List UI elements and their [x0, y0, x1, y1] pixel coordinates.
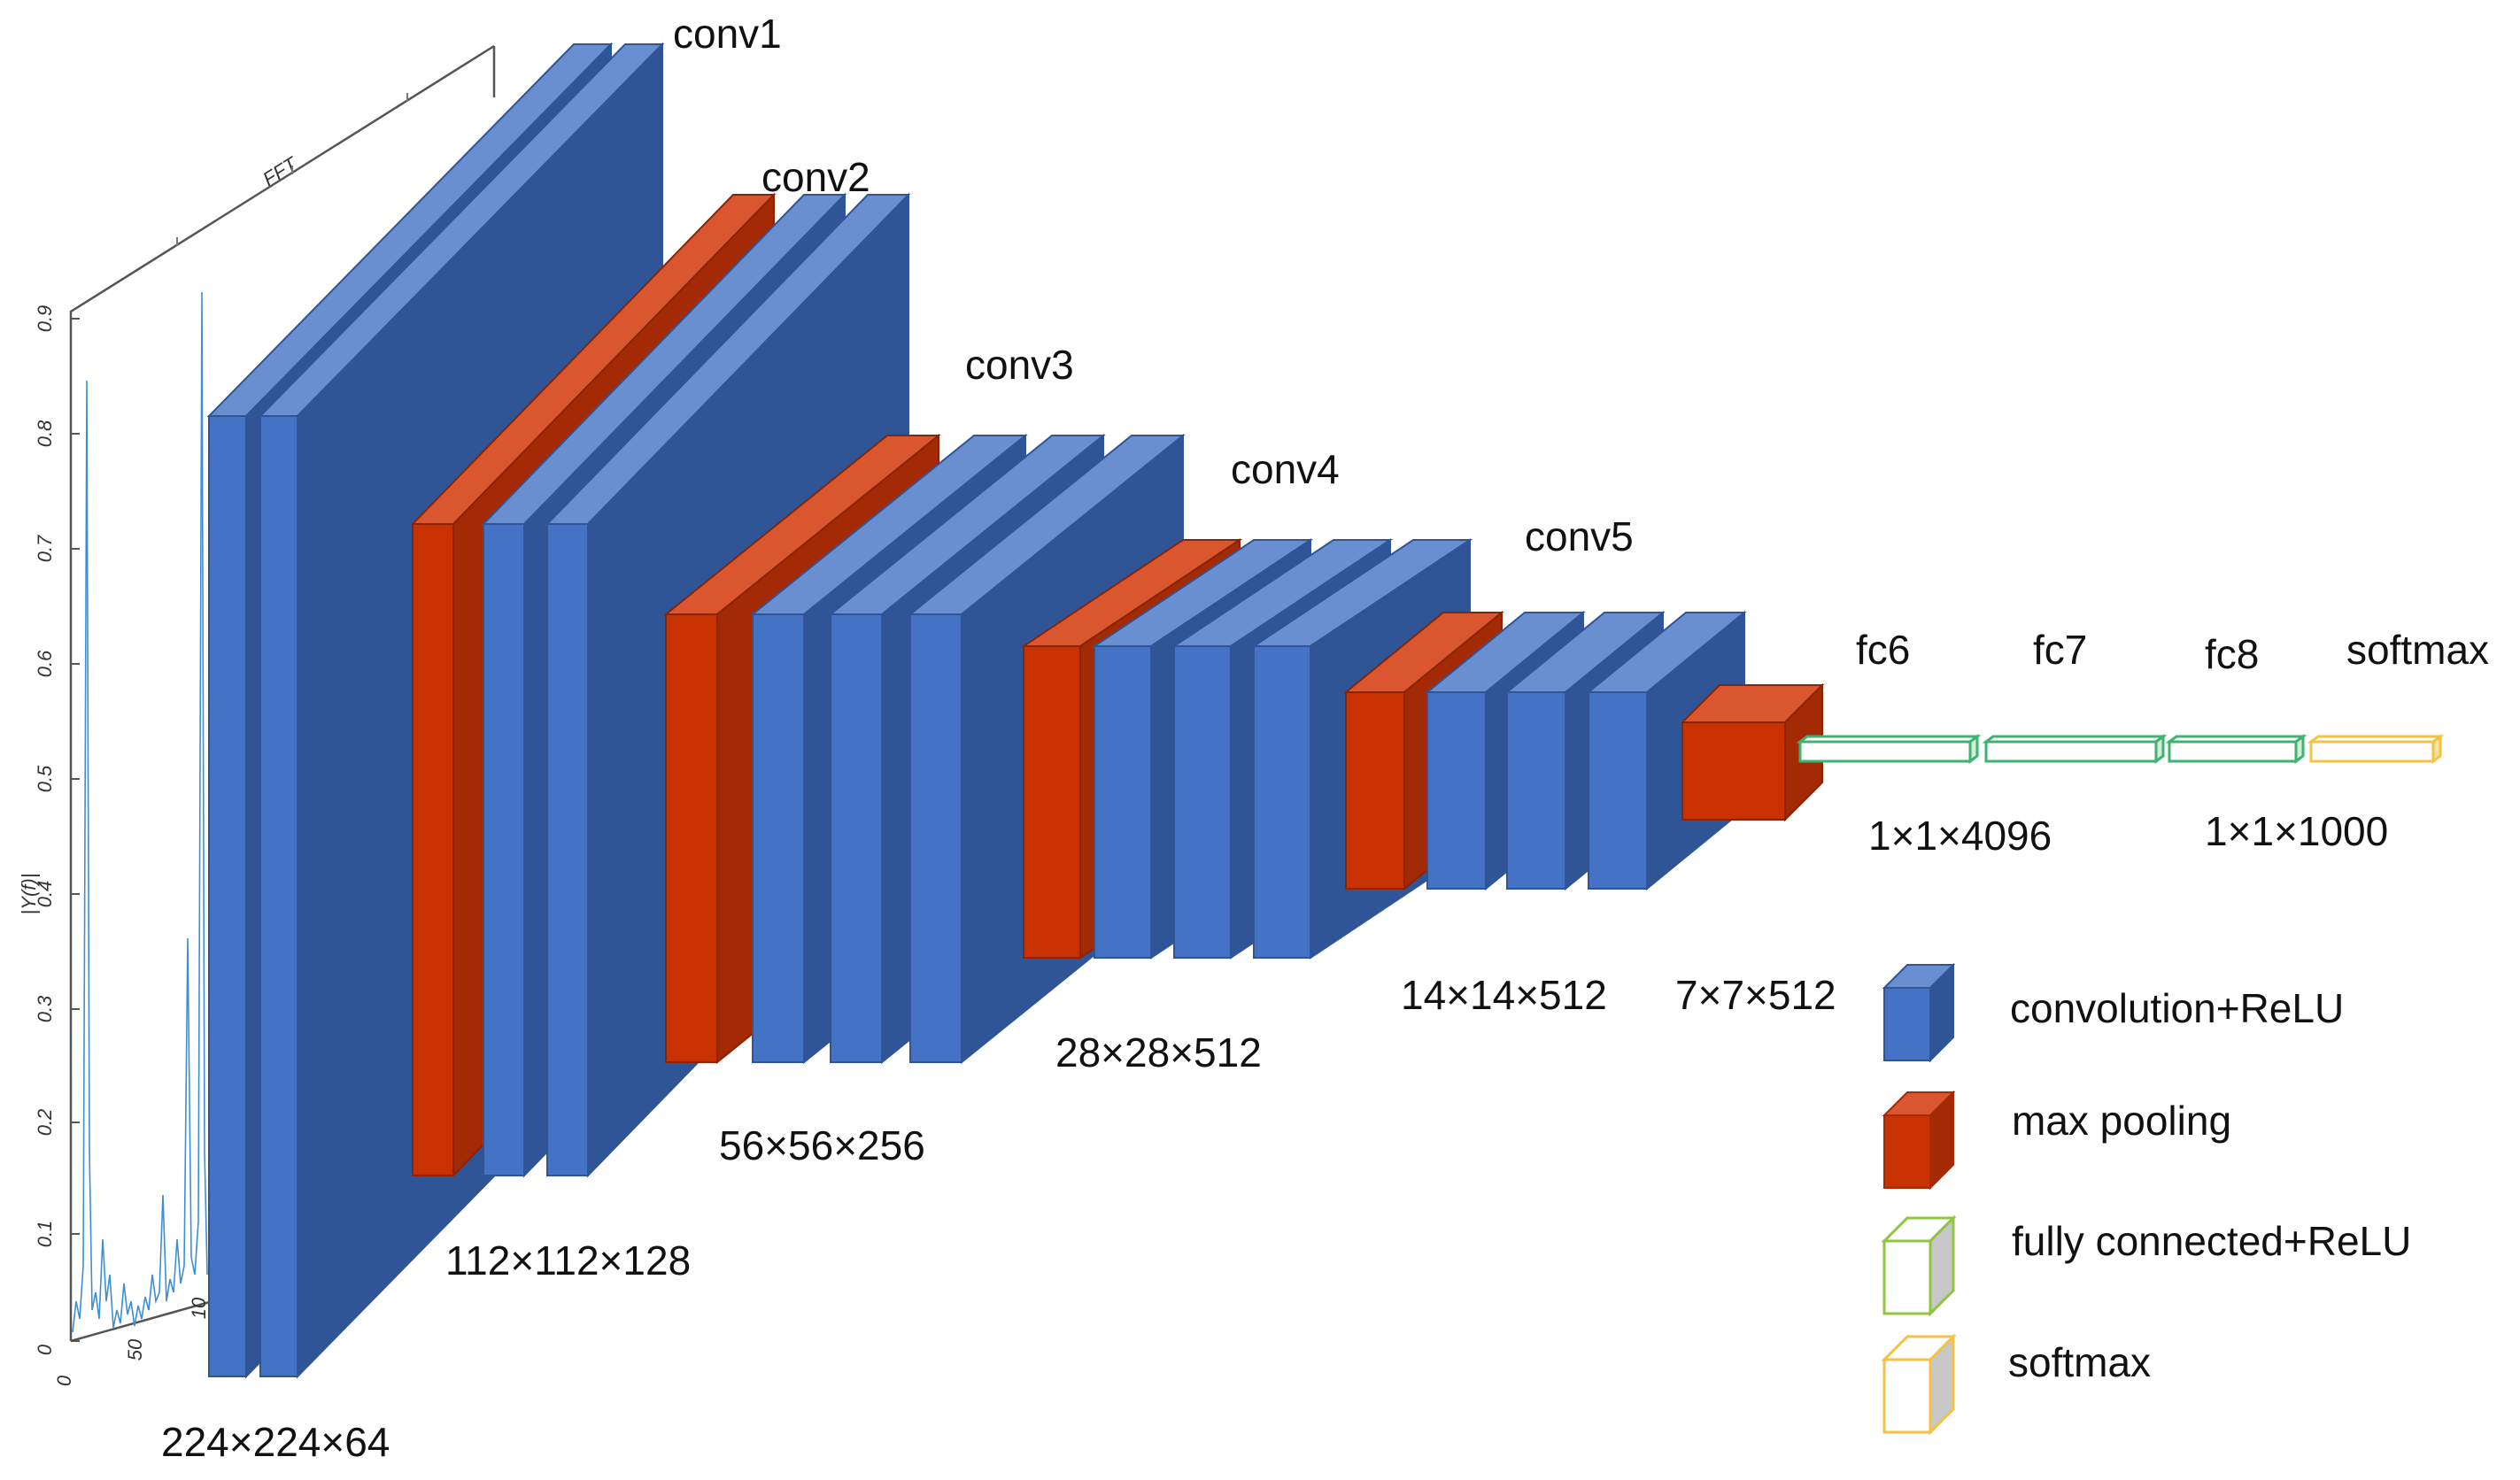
fft-x-tick-labels: 0 50 10 — [53, 1297, 210, 1386]
fft-y-tick: 0.1 — [34, 1221, 56, 1248]
fft-signal-trace — [72, 291, 208, 1333]
conv3-layer-3-front-face — [909, 613, 962, 1063]
fft-y-tick: 0.6 — [34, 650, 56, 677]
dim-56-label: 56×56×256 — [719, 1122, 925, 1168]
fc7-block — [1982, 734, 2168, 764]
conv4-layer-1-front-face — [1094, 645, 1152, 959]
legend-softmax-label: softmax — [2008, 1339, 2151, 1385]
conv3-layer-2-front-face — [830, 613, 883, 1063]
fft-y-axis-label: |Y(f)| — [18, 874, 40, 915]
legend-conv-label: convolution+ReLU — [2010, 985, 2344, 1031]
dimension-labels: 224×224×64 112×112×128 56×56×256 28×28×5… — [161, 808, 2388, 1465]
dim-7-label: 7×7×512 — [1675, 972, 1836, 1018]
fft-y-tick: 0.9 — [34, 305, 56, 333]
fc8-label: fc8 — [2205, 631, 2259, 677]
fft-input-panel: 0 0.1 0.2 0.3 0.4 0.5 0.6 0.7 0.8 0.9 |Y… — [18, 44, 496, 1386]
fft-y-tick: 0.4 — [34, 881, 56, 908]
fc6-label: fc6 — [1856, 627, 1910, 673]
softmax-block — [2307, 734, 2445, 764]
conv3-pool-front-face — [665, 613, 718, 1063]
fft-y-tick-labels: 0 0.1 0.2 0.3 0.4 0.5 0.6 0.7 0.8 0.9 — [34, 305, 56, 1355]
dim-fc-label: 1×1×4096 — [1868, 813, 2052, 859]
softmax-stage-label: softmax — [2346, 627, 2489, 673]
legend-softmax-swatch — [1881, 1333, 1957, 1436]
legend-pool-swatch — [1882, 1090, 1956, 1191]
conv1-label: conv1 — [673, 11, 782, 57]
stage-labels: conv1 conv2 conv3 conv4 conv5 fc6 fc7 fc… — [673, 11, 2489, 677]
conv5-layer-2-front-face — [1506, 691, 1566, 890]
fc7-label: fc7 — [2033, 627, 2087, 673]
legend-conv-swatch — [1882, 962, 1956, 1063]
fft-top-ticks — [176, 93, 408, 246]
conv5-layer-1-front-face — [1426, 691, 1487, 890]
conv2-layer-2-front-face — [546, 523, 589, 1176]
legend-fc-label: fully connected+ReLU — [2012, 1218, 2411, 1264]
fft-title: FFT — [259, 152, 302, 190]
fft-frame — [69, 44, 495, 1341]
conv1-layer-1-front-face — [208, 415, 247, 1377]
final-pool-front-face — [1681, 721, 1786, 821]
dim-14-label: 14×14×512 — [1401, 972, 1607, 1018]
fft-y-tick: 0.2 — [34, 1109, 56, 1137]
legend: convolution+ReLU max pooling fully conne… — [1881, 962, 2411, 1436]
conv1-layer-2-front-face — [259, 415, 298, 1377]
fft-y-tick: 0.7 — [34, 535, 56, 562]
legend-pool-label: max pooling — [2012, 1098, 2231, 1144]
conv4-layer-2-front-face — [1173, 645, 1232, 959]
conv5-pool-front-face — [1345, 691, 1405, 890]
conv4-layer-3-front-face — [1253, 645, 1311, 959]
dim-112-label: 112×112×128 — [445, 1237, 691, 1283]
conv5-layer-3-front-face — [1588, 691, 1648, 890]
fc8-block — [2165, 734, 2307, 764]
conv2-pool-front-face — [412, 523, 454, 1176]
fft-x-tick: 0 — [53, 1375, 75, 1386]
conv2-layer-1-front-face — [483, 523, 525, 1176]
dim-224-label: 224×224×64 — [161, 1419, 390, 1465]
dense-layers — [1796, 734, 2445, 764]
fft-y-ticks — [71, 318, 80, 1342]
network-blocks — [206, 42, 1825, 1379]
fft-y-tick: 0.5 — [34, 765, 56, 792]
dim-28-label: 28×28×512 — [1055, 1029, 1262, 1075]
fft-x-tick: 50 — [124, 1338, 146, 1361]
conv3-layer-1-front-face — [752, 613, 805, 1063]
conv5-label: conv5 — [1525, 513, 1634, 559]
fft-y-tick: 0.3 — [34, 995, 56, 1022]
fft-x-axis — [70, 1299, 213, 1343]
conv4-pool-front-face — [1023, 645, 1081, 959]
fft-x-tick: 10 — [188, 1297, 210, 1319]
dim-softmax-label: 1×1×1000 — [2205, 808, 2388, 854]
conv2-label: conv2 — [761, 154, 870, 200]
fc6-block — [1796, 734, 1982, 764]
legend-fc-swatch — [1881, 1214, 1957, 1317]
conv4-label: conv4 — [1231, 446, 1340, 492]
fft-y-tick: 0 — [34, 1344, 56, 1355]
fft-y-tick: 0.8 — [34, 420, 56, 447]
conv3-label: conv3 — [965, 342, 1074, 388]
